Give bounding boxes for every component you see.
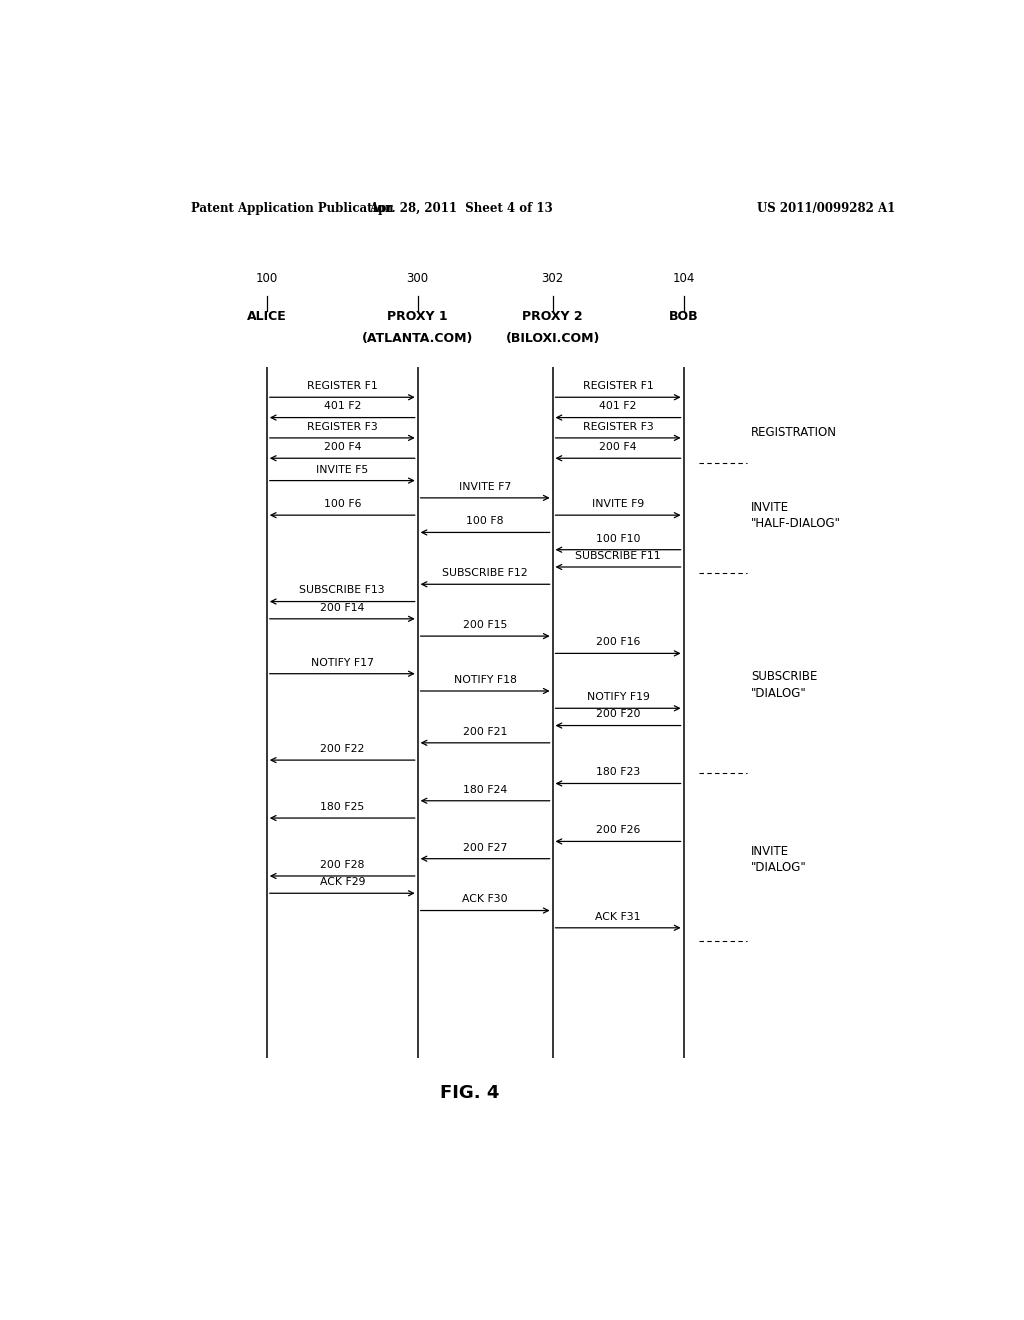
Text: 401 F2: 401 F2 <box>324 401 360 412</box>
Text: 200 F4: 200 F4 <box>599 442 637 453</box>
Text: ACK F29: ACK F29 <box>319 878 365 887</box>
Text: FIG. 4: FIG. 4 <box>439 1085 499 1102</box>
Text: NOTIFY F18: NOTIFY F18 <box>454 675 516 685</box>
Text: INVITE F9: INVITE F9 <box>592 499 644 510</box>
Text: Apr. 28, 2011  Sheet 4 of 13: Apr. 28, 2011 Sheet 4 of 13 <box>370 202 553 215</box>
Text: 200 F28: 200 F28 <box>321 859 365 870</box>
Text: REGISTER F3: REGISTER F3 <box>583 422 653 432</box>
Text: REGISTRATION: REGISTRATION <box>751 426 837 440</box>
Text: 100: 100 <box>256 272 278 285</box>
Text: 200 F15: 200 F15 <box>463 620 507 630</box>
Text: INVITE F5: INVITE F5 <box>316 465 369 474</box>
Text: 300: 300 <box>407 272 429 285</box>
Text: 104: 104 <box>673 272 694 285</box>
Text: Patent Application Publication: Patent Application Publication <box>191 202 394 215</box>
Text: (ATLANTA.COM): (ATLANTA.COM) <box>361 333 473 346</box>
Text: 100 F8: 100 F8 <box>466 516 504 527</box>
Text: 401 F2: 401 F2 <box>599 401 637 412</box>
Text: REGISTER F1: REGISTER F1 <box>583 381 653 391</box>
Text: ALICE: ALICE <box>247 310 287 323</box>
Text: 100 F10: 100 F10 <box>596 533 640 544</box>
Text: "DIALOG": "DIALOG" <box>751 686 807 700</box>
Text: REGISTER F3: REGISTER F3 <box>307 422 378 432</box>
Text: NOTIFY F19: NOTIFY F19 <box>587 692 649 702</box>
Text: 100 F6: 100 F6 <box>324 499 361 510</box>
Text: 200 F4: 200 F4 <box>324 442 361 453</box>
Text: 200 F26: 200 F26 <box>596 825 640 836</box>
Text: 180 F24: 180 F24 <box>463 784 507 795</box>
Text: PROXY 1: PROXY 1 <box>387 310 447 323</box>
Text: 200 F14: 200 F14 <box>321 603 365 612</box>
Text: ACK F31: ACK F31 <box>595 912 641 921</box>
Text: NOTIFY F17: NOTIFY F17 <box>311 657 374 668</box>
Text: 180 F25: 180 F25 <box>321 803 365 812</box>
Text: SUBSCRIBE F12: SUBSCRIBE F12 <box>442 568 528 578</box>
Text: PROXY 2: PROXY 2 <box>522 310 583 323</box>
Text: 180 F23: 180 F23 <box>596 767 640 777</box>
Text: "HALF-DIALOG": "HALF-DIALOG" <box>751 517 841 529</box>
Text: REGISTER F1: REGISTER F1 <box>307 381 378 391</box>
Text: "DIALOG": "DIALOG" <box>751 862 807 874</box>
Text: INVITE F7: INVITE F7 <box>459 482 511 492</box>
Text: (BILOXI.COM): (BILOXI.COM) <box>506 333 600 346</box>
Text: SUBSCRIBE: SUBSCRIBE <box>751 671 817 684</box>
Text: 200 F27: 200 F27 <box>463 842 507 853</box>
Text: INVITE: INVITE <box>751 500 790 513</box>
Text: US 2011/0099282 A1: US 2011/0099282 A1 <box>757 202 896 215</box>
Text: ACK F30: ACK F30 <box>462 895 508 904</box>
Text: SUBSCRIBE F11: SUBSCRIBE F11 <box>575 550 660 561</box>
Text: 302: 302 <box>542 272 563 285</box>
Text: SUBSCRIBE F13: SUBSCRIBE F13 <box>299 586 385 595</box>
Text: 200 F22: 200 F22 <box>321 744 365 754</box>
Text: BOB: BOB <box>669 310 698 323</box>
Text: 200 F16: 200 F16 <box>596 638 640 647</box>
Text: 200 F21: 200 F21 <box>463 727 507 737</box>
Text: INVITE: INVITE <box>751 845 790 858</box>
Text: 200 F20: 200 F20 <box>596 709 640 719</box>
